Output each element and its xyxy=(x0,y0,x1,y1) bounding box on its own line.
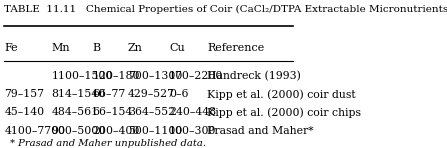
Text: 900–5000: 900–5000 xyxy=(51,126,105,136)
Text: 700–1300: 700–1300 xyxy=(128,71,182,81)
Text: 429–527: 429–527 xyxy=(128,89,175,99)
Text: 500–1100: 500–1100 xyxy=(128,126,182,136)
Text: 100–300: 100–300 xyxy=(169,126,217,136)
Text: 66–154: 66–154 xyxy=(93,107,133,118)
Text: TABLE  11.11   Chemical Properties of Coir (CaCl₂/DTPA Extractable Micronutrient: TABLE 11.11 Chemical Properties of Coir … xyxy=(4,5,447,14)
Text: 0–6: 0–6 xyxy=(169,89,189,99)
Text: Mn: Mn xyxy=(51,43,70,53)
Text: Fe: Fe xyxy=(4,43,18,53)
Text: 4100–7700: 4100–7700 xyxy=(4,126,65,136)
Text: 79–157: 79–157 xyxy=(4,89,44,99)
Text: * Prasad and Maher unpublished data.: * Prasad and Maher unpublished data. xyxy=(10,139,206,148)
Text: 45–140: 45–140 xyxy=(4,107,44,118)
Text: Prasad and Maher*: Prasad and Maher* xyxy=(207,126,314,136)
Text: Reference: Reference xyxy=(207,43,265,53)
Text: Handreck (1993): Handreck (1993) xyxy=(207,71,301,82)
Text: 170–2200: 170–2200 xyxy=(169,71,224,81)
Text: B: B xyxy=(93,43,101,53)
Text: 66–77: 66–77 xyxy=(93,89,126,99)
Text: 200–400: 200–400 xyxy=(93,126,140,136)
Text: 240–448: 240–448 xyxy=(169,107,216,118)
Text: Zn: Zn xyxy=(128,43,143,53)
Text: 364–552: 364–552 xyxy=(128,107,175,118)
Text: 484–561: 484–561 xyxy=(51,107,98,118)
Text: 1100–1500: 1100–1500 xyxy=(51,71,113,81)
Text: Kipp et al. (2000) coir chips: Kipp et al. (2000) coir chips xyxy=(207,107,361,118)
Text: Kipp et al. (2000) coir dust: Kipp et al. (2000) coir dust xyxy=(207,89,356,100)
Text: 814–1540: 814–1540 xyxy=(51,89,105,99)
Text: Cu: Cu xyxy=(169,43,185,53)
Text: 120–180: 120–180 xyxy=(93,71,140,81)
